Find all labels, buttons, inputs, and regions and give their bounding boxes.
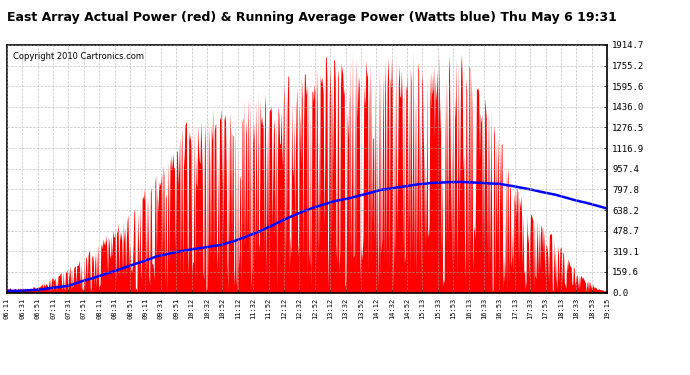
Text: East Array Actual Power (red) & Running Average Power (Watts blue) Thu May 6 19:: East Array Actual Power (red) & Running … (7, 11, 617, 24)
Text: Copyright 2010 Cartronics.com: Copyright 2010 Cartronics.com (13, 53, 144, 62)
